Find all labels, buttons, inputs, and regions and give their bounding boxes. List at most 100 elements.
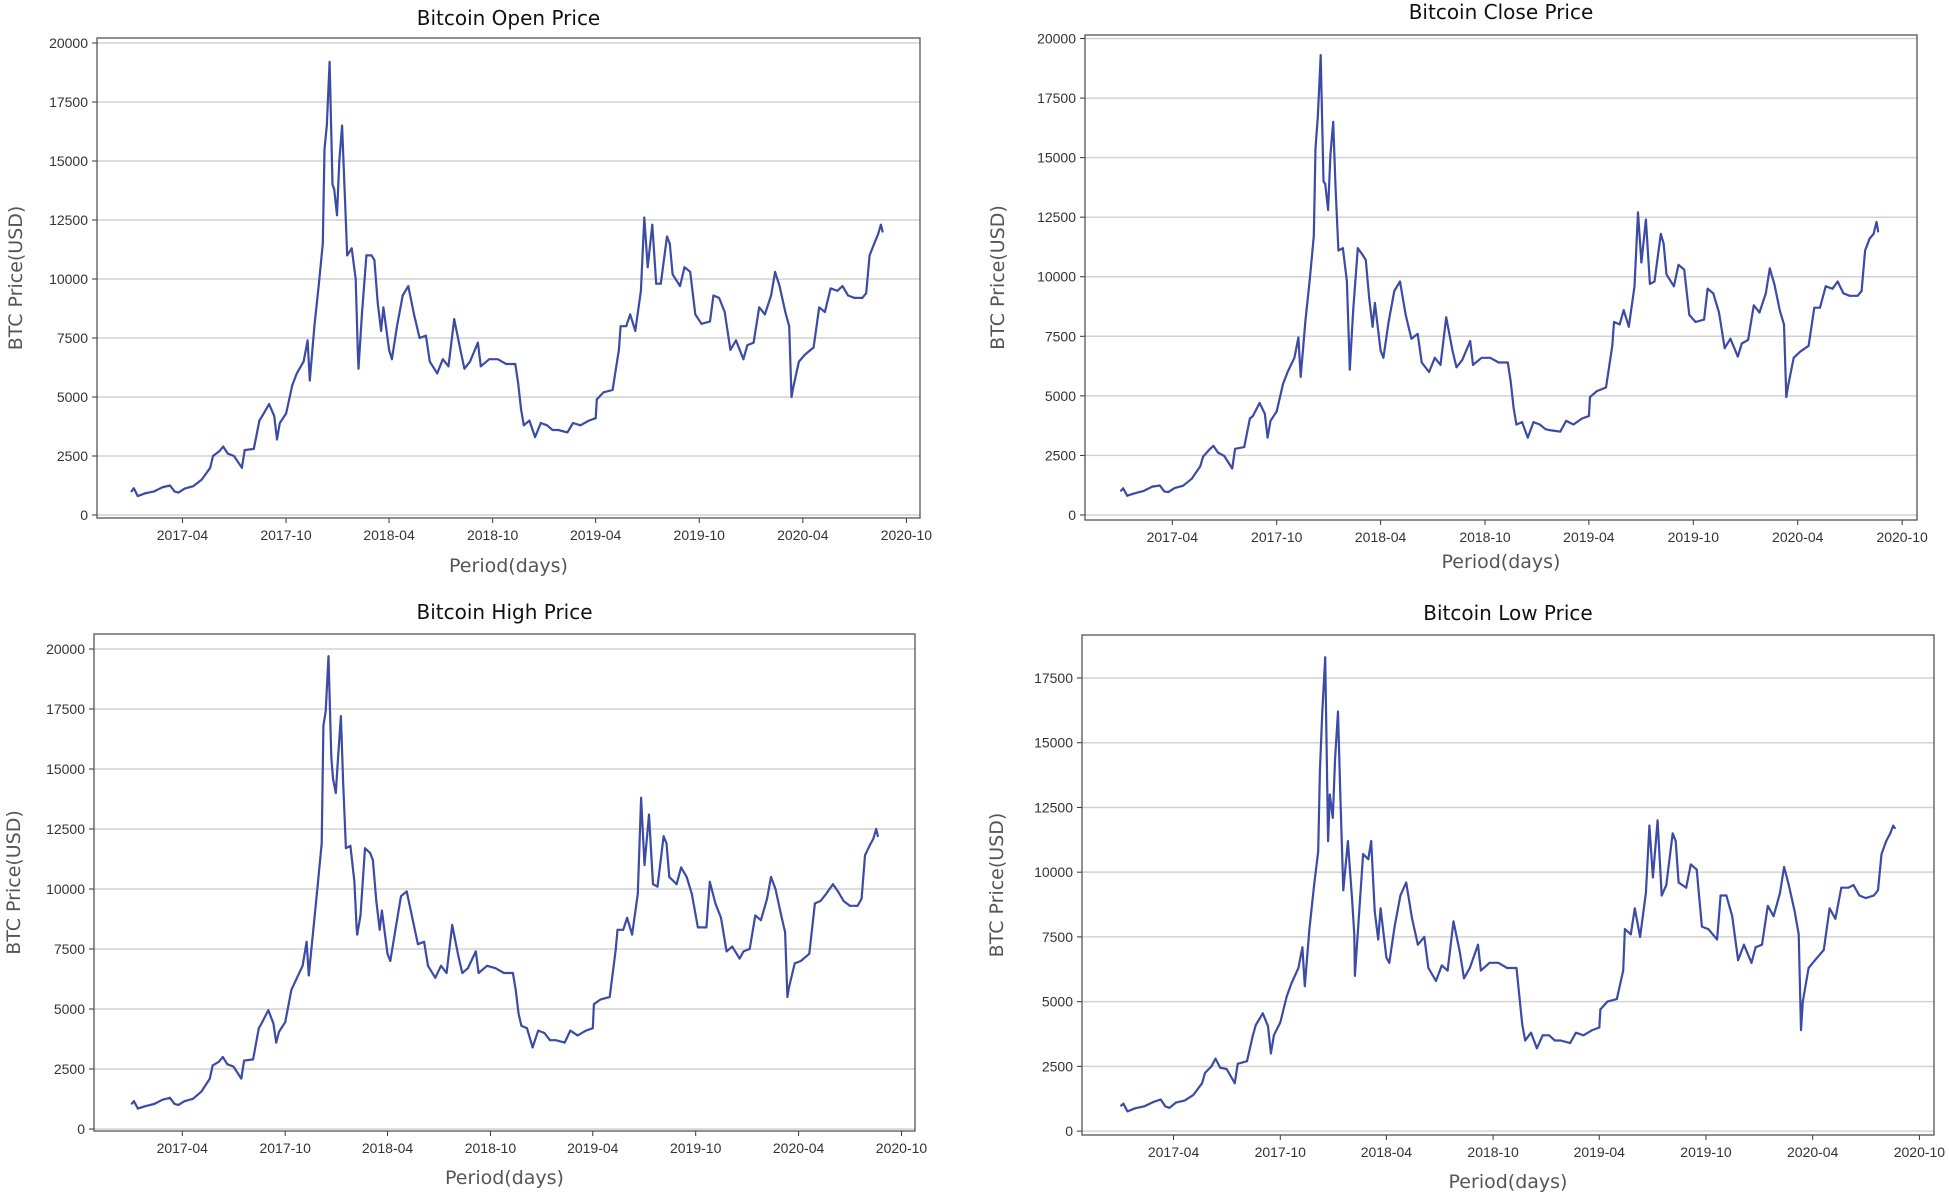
y-tick-label: 5000 [54, 1001, 85, 1017]
data-point [232, 455, 235, 458]
data-point [407, 285, 410, 288]
data-point [386, 952, 389, 955]
data-point [341, 124, 344, 127]
data-point [221, 1056, 224, 1059]
data-point [1526, 436, 1529, 439]
data-point [1248, 417, 1251, 420]
x-axis-label: Period(days) [445, 1167, 564, 1189]
data-point [389, 960, 392, 963]
x-tick-label: 2018-04 [1355, 529, 1407, 545]
data-point [853, 296, 856, 299]
y-tick-label: 2500 [1045, 447, 1076, 463]
data-point [353, 880, 356, 883]
data-point [1623, 928, 1626, 931]
data-point [390, 358, 393, 361]
data-point [272, 1022, 275, 1025]
x-tick-label: 2020-04 [777, 527, 829, 543]
data-point [1541, 1034, 1544, 1037]
y-tick-label: 0 [1065, 1123, 1073, 1139]
data-point [222, 445, 225, 448]
data-point [549, 1039, 552, 1042]
data-point [313, 325, 316, 328]
data-point [636, 892, 639, 895]
x-tick-label: 2017-04 [157, 527, 209, 543]
data-point [208, 1077, 211, 1080]
data-point [656, 885, 659, 888]
data-point [1612, 321, 1615, 324]
data-point [861, 296, 864, 299]
data-point [836, 890, 839, 893]
y-tick-label: 2500 [54, 1061, 85, 1077]
data-point [1322, 180, 1325, 183]
data-point [1236, 1062, 1239, 1065]
data-point [1472, 363, 1475, 366]
data-points [1120, 656, 1896, 1113]
data-point [1263, 412, 1266, 415]
y-tick-label: 10000 [1034, 864, 1073, 880]
data-point [694, 313, 697, 316]
data-point [1319, 54, 1322, 57]
data-point [700, 322, 703, 325]
data-point [1133, 492, 1136, 495]
x-tick-label: 2020-10 [881, 527, 933, 543]
data-point [1824, 285, 1827, 288]
data-point [322, 724, 325, 727]
data-point [1329, 154, 1332, 157]
data-point [1828, 907, 1831, 910]
data-point [1314, 147, 1317, 150]
data-point [1792, 356, 1795, 359]
data-point [1371, 325, 1374, 328]
data-point [273, 414, 276, 417]
data-point [1285, 995, 1288, 998]
data-point [325, 124, 328, 127]
data-point [1126, 494, 1129, 497]
x-tick-label: 2019-10 [674, 527, 726, 543]
y-tick-label: 2500 [1042, 1058, 1073, 1074]
data-point [161, 1098, 164, 1101]
data-point [1479, 969, 1482, 972]
data-point [200, 1090, 203, 1093]
data-point [173, 1102, 176, 1105]
y-tick-label: 7500 [1045, 328, 1076, 344]
data-point [394, 928, 397, 931]
data-point [1308, 928, 1311, 931]
data-point [1648, 824, 1651, 827]
y-tick-label: 15000 [1034, 735, 1073, 751]
data-point [602, 391, 605, 394]
x-tick-label: 2017-04 [1148, 1144, 1200, 1160]
data-point [1800, 1029, 1803, 1032]
data-point [434, 976, 437, 979]
data-point [1768, 267, 1771, 270]
data-point [1860, 290, 1863, 293]
data-point [1725, 894, 1728, 897]
data-point [778, 285, 781, 288]
data-point [1266, 436, 1269, 439]
data-point [659, 282, 662, 285]
data-point [1772, 915, 1775, 918]
data-point [1544, 428, 1547, 431]
data-point [1818, 306, 1821, 309]
data-point [466, 967, 469, 970]
data-point [183, 487, 186, 490]
data-point [1582, 1034, 1585, 1037]
data-point [831, 883, 834, 886]
data-point [354, 278, 357, 281]
y-tick-label: 5000 [1045, 388, 1076, 404]
data-point [1565, 419, 1568, 422]
data-point [759, 919, 762, 922]
data-point [1416, 943, 1419, 946]
data-point [520, 1024, 523, 1027]
data-point [1640, 261, 1643, 264]
data-point [1434, 979, 1437, 982]
data-point [1677, 263, 1680, 266]
data-point [1231, 467, 1234, 470]
data-point [1615, 998, 1618, 1001]
data-point [1651, 876, 1654, 879]
data-point [557, 429, 560, 432]
data-point [1468, 966, 1471, 969]
data-point [477, 972, 480, 975]
data-point [648, 813, 651, 816]
data-point [463, 367, 466, 370]
data-point [252, 1058, 255, 1061]
data-point [278, 1030, 281, 1033]
